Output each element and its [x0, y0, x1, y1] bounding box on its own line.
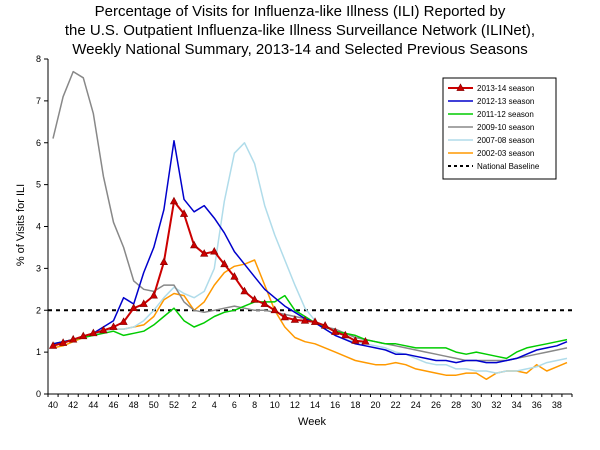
data-point-marker	[310, 317, 320, 325]
data-point-marker	[361, 337, 370, 345]
legend-label-2002-03-season: 2002-03 season	[477, 149, 534, 158]
legend-label-2007-08-season: 2007-08 season	[477, 136, 534, 145]
y-tick-label: 1	[36, 347, 41, 357]
data-point-marker	[89, 328, 98, 337]
y-tick-label: 2	[36, 305, 41, 315]
x-tick-label: 38	[552, 400, 562, 410]
series-line-2011-12-season	[52, 294, 568, 360]
x-tick-label: 28	[451, 400, 461, 410]
data-point-marker	[280, 312, 289, 321]
chart-title-line-2: the U.S. Outpatient Influenza-like Illne…	[64, 22, 536, 39]
legend-label-2009-10-season: 2009-10 season	[477, 123, 534, 132]
x-tick-label: 10	[270, 400, 280, 410]
y-axis-title: % of Visits for ILI	[15, 184, 27, 266]
x-tick-label: 30	[471, 400, 481, 410]
data-point-marker	[190, 240, 199, 249]
data-point-marker	[129, 303, 138, 312]
x-tick-label: 34	[512, 400, 522, 410]
x-tick-label: 14	[310, 400, 320, 410]
legend: 2013-14 season 2012-13 season 2011-12 seas…	[442, 77, 557, 180]
x-tick-label: 20	[370, 400, 380, 410]
data-point-marker	[200, 249, 209, 257]
x-tick-label: 52	[169, 400, 179, 410]
y-tick-label: 8	[36, 54, 41, 64]
legend-label-2013-14-season: 2013-14 season	[477, 84, 534, 93]
chart-title: Percentage of Visits for Influenza-like …	[0, 2, 600, 59]
x-tick-label: 22	[391, 400, 401, 410]
data-point-marker	[321, 321, 330, 329]
data-point-marker	[139, 299, 148, 307]
data-point-marker	[109, 322, 118, 330]
data-point-marker	[260, 299, 269, 307]
data-point-marker	[240, 286, 249, 295]
y-tick-label: 0	[36, 389, 41, 399]
x-tick-label: 24	[411, 400, 421, 410]
data-point-marker	[230, 272, 239, 280]
data-point-marker	[210, 246, 219, 255]
x-tick-label: 12	[290, 400, 300, 410]
data-point-marker	[290, 315, 299, 323]
legend-label-2012-13-season: 2012-13 season	[477, 97, 534, 106]
y-tick-label: 7	[36, 96, 41, 106]
x-axis-title: Week	[298, 416, 326, 428]
x-tick-label: 36	[532, 400, 542, 410]
series-line-2007-08-season	[52, 142, 568, 374]
data-point-marker	[79, 331, 88, 340]
x-tick-label: 32	[491, 400, 501, 410]
x-tick-label: 16	[330, 400, 340, 410]
x-tick-label: 18	[350, 400, 360, 410]
x-tick-label: 26	[431, 400, 441, 410]
x-tick-label: 2	[192, 400, 197, 410]
data-point-marker	[119, 317, 128, 325]
chart-title-line-1: Percentage of Visits for Influenza-like …	[94, 3, 506, 20]
x-tick-label: 44	[88, 400, 98, 410]
x-tick-label: 4	[212, 400, 217, 410]
x-tick-label: 40	[48, 400, 58, 410]
data-point-marker	[99, 325, 108, 334]
x-tick-label: 46	[108, 400, 118, 410]
data-point-marker	[341, 330, 350, 339]
y-tick-label: 5	[36, 180, 41, 190]
data-point-marker	[179, 209, 189, 217]
data-point-marker	[270, 305, 279, 314]
data-point-marker	[351, 336, 360, 344]
x-tick-label: 50	[149, 400, 159, 410]
x-tick-label: 48	[129, 400, 139, 410]
data-point-marker	[300, 316, 310, 324]
legend-marker	[456, 83, 465, 91]
data-point-marker	[59, 338, 68, 346]
legend-label-national-baseline: National Baseline	[477, 162, 540, 171]
data-point-marker	[250, 295, 259, 303]
x-tick-label: 42	[68, 400, 78, 410]
legend-box	[442, 77, 557, 180]
data-point-marker	[169, 196, 179, 205]
data-point-marker	[149, 290, 158, 299]
data-point-marker	[69, 334, 78, 343]
series-line-2002-03-season	[52, 259, 568, 381]
x-tick-label: 6	[232, 400, 237, 410]
data-point-marker	[220, 259, 229, 268]
data-point-marker	[159, 257, 168, 265]
y-tick-label: 4	[36, 222, 41, 232]
chart-title-line-3: Weekly National Summary, 2013-14 and Sel…	[72, 41, 528, 58]
y-tick-label: 3	[36, 263, 41, 273]
y-tick-label: 6	[36, 138, 41, 148]
data-point-marker	[331, 327, 340, 335]
data-point-marker	[48, 341, 58, 349]
x-tick-label: 8	[252, 400, 257, 410]
series-layer	[48, 70, 568, 381]
legend-label-2011-12-season: 2011-12 season	[477, 110, 534, 119]
